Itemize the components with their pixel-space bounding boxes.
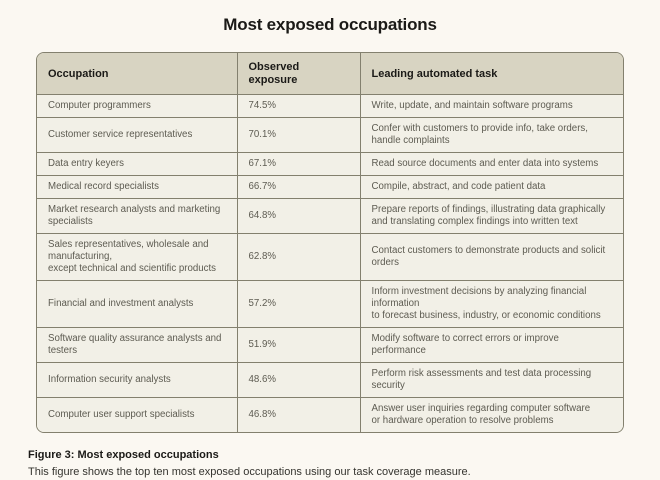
table-row: Financial and investment analysts 57.2% In…	[37, 280, 623, 328]
occupation-cell: Computer user support specialists	[37, 397, 237, 432]
figure-container: Most exposed occupations Occupation Obse…	[0, 14, 660, 480]
exposure-cell: 64.8%	[236, 198, 360, 234]
occupation-cell: Sales representatives, wholesale and man…	[37, 233, 237, 281]
table-body: Computer programmers 74.5% Write, update, …	[37, 94, 623, 432]
occupation-cell: Information security analysts	[37, 362, 237, 398]
table-row: Data entry keyers 67.1% Read source docume…	[37, 152, 623, 176]
task-cell: Answer user inquiries regarding computer…	[359, 397, 623, 432]
task-cell: Read source documents and enter data int…	[359, 152, 623, 176]
exposure-cell: 57.2%	[236, 280, 360, 328]
figure-title: Most exposed occupations	[223, 15, 437, 34]
exposure-cell: 46.8%	[236, 397, 360, 432]
table-row: Software quality assurance analysts and …	[37, 327, 623, 363]
table-header-row: Occupation Observed exposure Leading aut…	[37, 53, 623, 95]
occupation-cell: Medical record specialists	[37, 175, 237, 199]
table-row: Computer user support specialists 46.8% An…	[37, 397, 623, 432]
table-row: Computer programmers 74.5% Write, update, …	[37, 94, 623, 118]
exposure-cell: 62.8%	[236, 233, 360, 281]
exposure-cell: 67.1%	[236, 152, 360, 176]
occupation-cell: Customer service representatives	[37, 117, 237, 153]
table-row: Sales representatives, wholesale and man…	[37, 233, 623, 281]
table-header: Occupation Observed exposure Leading aut…	[37, 53, 623, 95]
task-cell: Confer with customers to provide info, t…	[359, 117, 623, 153]
exposure-cell: 74.5%	[236, 94, 360, 118]
task-cell: Compile, abstract, and code patient data	[359, 175, 623, 199]
task-cell: Write, update, and maintain software pro…	[359, 94, 623, 118]
figure-caption: Figure 3: Most exposed occupations This …	[28, 448, 660, 480]
occupation-cell: Financial and investment analysts	[37, 280, 237, 328]
task-cell: Contact customers to demonstrate product…	[359, 233, 623, 281]
task-cell: Perform risk assessments and test data p…	[359, 362, 623, 398]
table-row: Customer service representatives 70.1% Con…	[37, 117, 623, 153]
column-header-observed-exposure: Observed exposure	[236, 53, 360, 95]
occupations-table: Occupation Observed exposure Leading aut…	[37, 53, 623, 432]
exposure-cell: 48.6%	[236, 362, 360, 398]
exposure-cell: 66.7%	[236, 175, 360, 199]
exposure-cell: 51.9%	[236, 327, 360, 363]
column-header-leading-automated-task: Leading automated task	[359, 53, 623, 95]
occupation-cell: Software quality assurance analysts and …	[37, 327, 237, 363]
task-cell: Inform investment decisions by analyzing…	[359, 280, 623, 328]
occupation-cell: Computer programmers	[37, 94, 237, 118]
table-row: Medical record specialists 66.7% Compile, …	[37, 175, 623, 199]
occupations-table-wrapper: Occupation Observed exposure Leading aut…	[36, 52, 624, 433]
table-row: Information security analysts 48.6% Perfor…	[37, 362, 623, 398]
occupation-cell: Data entry keyers	[37, 152, 237, 176]
exposure-cell: 70.1%	[236, 117, 360, 153]
figure-caption-title: Figure 3: Most exposed occupations	[28, 449, 219, 461]
task-cell: Prepare reports of findings, illustratin…	[359, 198, 623, 234]
task-cell: Modify software to correct errors or imp…	[359, 327, 623, 363]
table-row: Market research analysts and marketing s…	[37, 198, 623, 234]
figure-caption-text: This figure shows the top ten most expos…	[28, 466, 471, 478]
occupation-cell: Market research analysts and marketing s…	[37, 198, 237, 234]
column-header-occupation: Occupation	[37, 53, 237, 95]
